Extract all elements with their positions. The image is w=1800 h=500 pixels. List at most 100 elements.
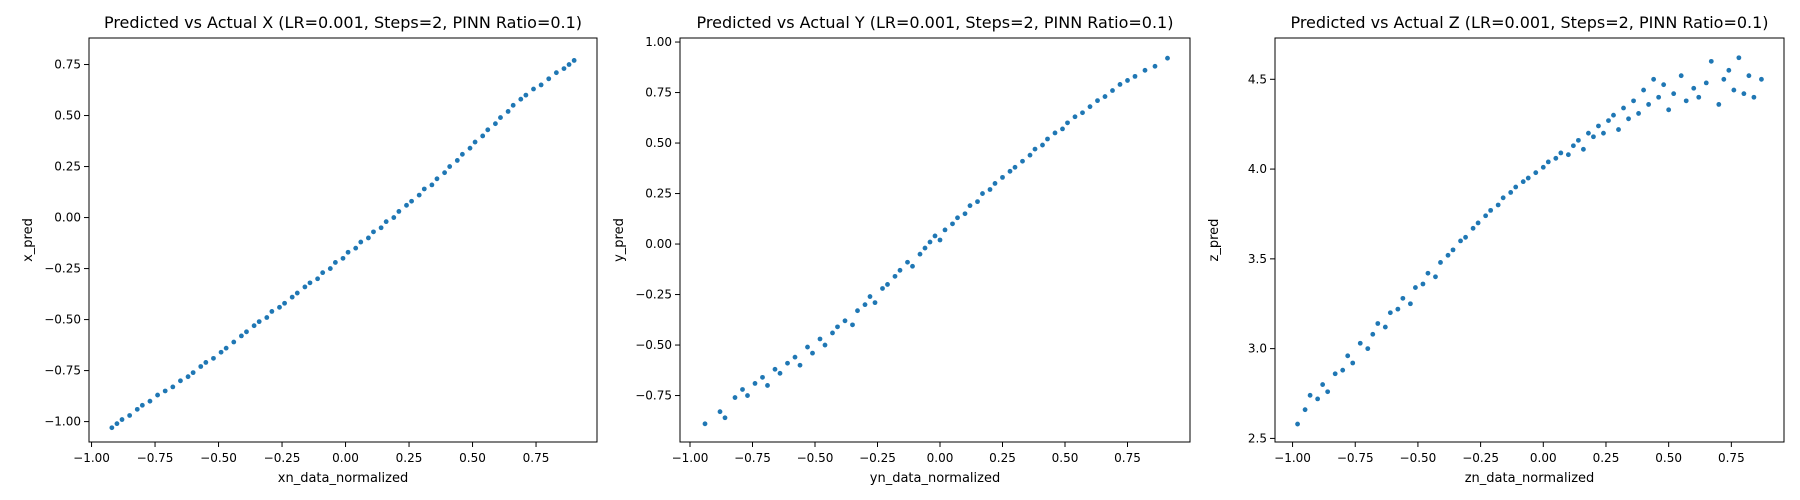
data-point [772,366,778,372]
data-point [867,294,873,299]
data-point [1375,321,1381,326]
scatter-points [109,58,577,431]
x-tick-label: 0.00 [927,451,954,465]
data-point [211,355,216,361]
data-point [566,62,572,67]
data-point [910,263,915,269]
data-point [1759,76,1764,82]
data-point [467,145,473,151]
data-point [510,102,516,108]
data-point [1165,55,1170,61]
x-axis-label: yn_data_normalized [870,471,1000,486]
data-point [1703,80,1709,86]
data-point [1525,175,1531,181]
data-point [1407,301,1413,307]
data-point [897,267,903,273]
data-point [1606,118,1611,123]
data-point [962,211,968,217]
data-point [1721,76,1727,82]
data-point [178,378,183,384]
data-point [862,302,868,308]
data-point [1746,73,1752,79]
data-point [702,421,708,427]
data-point [1325,389,1331,395]
data-point [1060,126,1065,132]
data-point [1365,346,1371,352]
y-tick-label: 1.00 [645,35,672,49]
data-point [1357,340,1363,346]
data-point [447,164,453,169]
data-point [1413,285,1418,290]
y-tick-label: −0.75 [44,364,81,378]
data-point [485,127,491,133]
data-point [378,225,384,231]
y-tick-label: 4.0 [1248,162,1267,176]
data-point [139,402,145,408]
data-point [1508,190,1514,195]
x-tick-label: −0.75 [1337,451,1374,465]
y-tick-label: 0.75 [645,86,672,100]
data-point [1651,76,1657,82]
data-point [282,300,287,306]
data-point [320,270,326,276]
data-point [740,387,745,392]
x-tick-label: 0.25 [989,451,1016,465]
y-tick-label: 0.25 [645,187,672,201]
data-point [353,245,359,251]
data-point [1152,63,1158,69]
data-point [170,384,176,390]
data-point [1040,142,1045,148]
data-point [872,300,878,306]
data-point [109,425,115,431]
data-point [416,192,422,198]
data-point [561,66,567,72]
y-tick-label: −1.00 [44,415,81,429]
data-point [830,330,835,336]
data-point [1751,94,1757,100]
data-point [1495,202,1501,208]
x-tick-label: 0.00 [332,451,359,465]
data-point [760,374,765,380]
data-point [717,409,723,415]
data-point [1708,58,1714,64]
data-point [950,221,955,227]
data-point [745,393,750,398]
data-point [1438,260,1443,265]
data-point [294,290,300,296]
data-point [223,345,229,351]
data-point [1295,421,1300,427]
data-point [454,158,460,163]
data-point [937,237,943,243]
data-point [498,115,503,120]
data-point [765,383,770,388]
data-point [1027,152,1033,158]
data-point [358,239,364,245]
x-tick-label: 0.50 [459,451,486,465]
data-point [1683,98,1689,104]
data-point [1591,134,1596,140]
data-point [1671,91,1677,97]
data-point [327,266,333,271]
data-point [1540,164,1546,170]
scatter-points [702,55,1170,427]
data-point [518,96,524,102]
data-point [1307,392,1313,398]
data-point [835,324,840,330]
data-point [1382,324,1388,330]
data-point [1433,274,1438,280]
data-point [892,273,898,279]
data-point [1302,407,1308,413]
data-point [987,187,993,192]
data-point [1616,127,1621,132]
data-point [1656,94,1662,100]
data-point [409,198,414,204]
data-point [307,280,313,286]
data-point [1483,213,1489,219]
data-point [1553,155,1559,161]
data-point [114,421,120,427]
y-tick-label: −0.50 [44,313,81,327]
data-point [256,319,262,325]
y-tick-label: 3.0 [1248,342,1267,356]
